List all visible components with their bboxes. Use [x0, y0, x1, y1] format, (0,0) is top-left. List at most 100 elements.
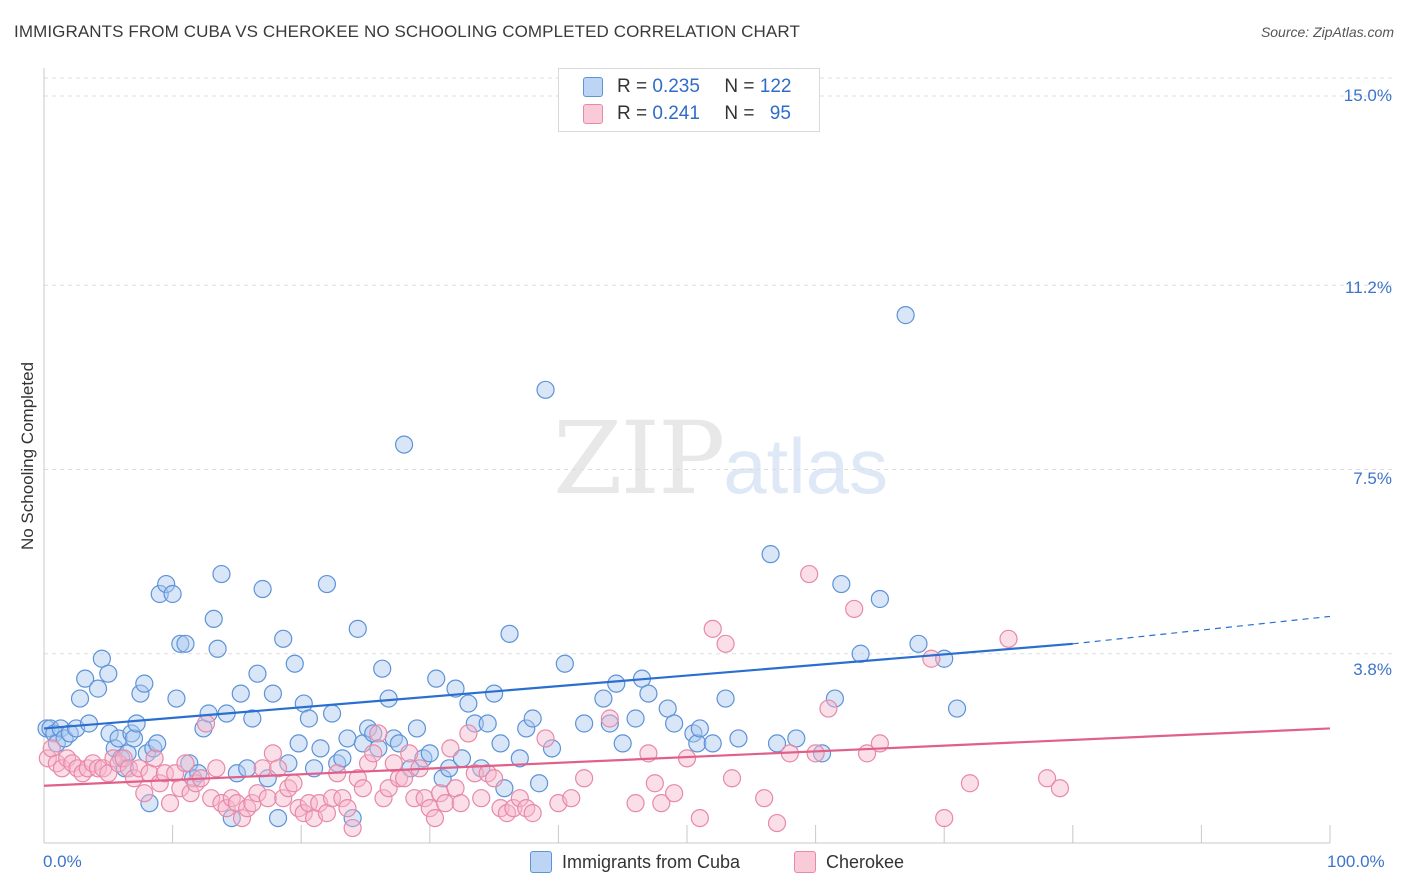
watermark-atlas: atlas: [723, 422, 889, 510]
data-point: [729, 729, 748, 748]
data-point: [523, 804, 542, 823]
data-point: [405, 789, 424, 808]
data-point: [353, 779, 373, 798]
data-point: [400, 744, 419, 763]
data-point: [333, 789, 352, 808]
data-point: [119, 759, 138, 778]
legend-n-label: N =: [724, 76, 760, 97]
trend-line-cuba: [43, 642, 1073, 730]
correlation-legend: R = 0.235 N = 122 R = 0.241 N = 95: [558, 68, 820, 132]
data-point: [896, 306, 915, 325]
data-point: [338, 799, 357, 818]
data-point: [176, 634, 195, 653]
legend-n-label: N =: [724, 103, 760, 124]
legend-r-label: R =: [617, 76, 653, 97]
data-point: [690, 808, 709, 828]
data-point: [575, 714, 594, 733]
data-point: [202, 789, 221, 808]
data-point: [232, 808, 252, 828]
data-point: [124, 729, 144, 748]
data-point: [238, 799, 257, 818]
data-point: [160, 794, 180, 813]
data-point: [135, 784, 154, 803]
data-point: [761, 545, 780, 564]
data-point: [504, 799, 523, 818]
data-point: [909, 634, 928, 653]
data-point: [322, 789, 342, 808]
data-point: [92, 649, 111, 668]
data-point: [510, 749, 529, 768]
data-point: [922, 649, 941, 668]
legend-swatch-blue: [583, 77, 603, 97]
data-point: [76, 669, 95, 688]
data-point: [555, 654, 574, 673]
data-point: [394, 435, 414, 454]
legend-label: Cherokee: [826, 851, 905, 872]
data-point: [127, 714, 146, 733]
data-point: [767, 813, 787, 833]
data-point: [478, 714, 497, 733]
bottom-legend-cherokee[interactable]: Cherokee: [794, 851, 904, 873]
data-point: [150, 584, 169, 604]
data-point: [217, 799, 236, 818]
x-tick-label-max: 100.0%: [1327, 852, 1385, 871]
data-point: [491, 734, 510, 753]
y-axis-label: No Schooling Completed: [18, 361, 37, 551]
data-point: [268, 759, 288, 778]
y-tick-label: 15.0%: [1343, 86, 1392, 105]
data-point: [652, 794, 671, 813]
x-tick-label-min: 0.0%: [43, 852, 82, 871]
data-point: [78, 759, 97, 778]
data-point: [222, 789, 241, 808]
data-point: [343, 808, 362, 828]
data-point: [47, 754, 66, 773]
data-point: [688, 734, 707, 753]
data-point: [472, 789, 491, 808]
data-point: [180, 754, 199, 773]
data-point: [369, 724, 388, 743]
data-point: [562, 789, 581, 808]
data-point: [500, 624, 519, 643]
data-point: [703, 734, 722, 753]
data-point: [639, 684, 658, 703]
data-point: [274, 789, 293, 808]
data-point: [665, 714, 684, 733]
data-point: [658, 699, 677, 718]
data-point: [88, 759, 108, 778]
data-point: [212, 794, 231, 813]
data-point: [135, 674, 154, 693]
data-point: [263, 684, 283, 703]
data-point: [451, 794, 470, 813]
data-point: [284, 774, 303, 793]
data-point: [446, 679, 465, 698]
data-point: [870, 589, 890, 609]
data-point: [999, 629, 1018, 648]
data-point: [465, 714, 484, 733]
data-point: [812, 744, 832, 763]
data-point: [420, 744, 439, 763]
data-point: [626, 709, 645, 728]
watermark-zip: ZIP: [553, 400, 725, 517]
data-point: [279, 779, 298, 798]
data-point: [208, 639, 227, 658]
bottom-legend-cuba[interactable]: Immigrants from Cuba: [530, 851, 740, 873]
watermark: ZIPatlas: [553, 400, 888, 517]
data-point: [109, 754, 128, 773]
data-point: [155, 764, 174, 783]
data-point: [607, 674, 626, 693]
source-label: Source: ZipAtlas.com: [1260, 24, 1394, 40]
data-point: [600, 714, 619, 733]
data-point: [374, 789, 393, 808]
data-point: [536, 729, 555, 748]
legend-row-cuba: R = 0.235 N = 122: [583, 74, 791, 100]
data-point: [947, 699, 967, 718]
data-point: [600, 709, 619, 728]
data-point: [243, 709, 262, 728]
data-point: [425, 808, 445, 828]
data-point: [485, 769, 504, 788]
data-point: [832, 574, 851, 594]
trend-line-cherokee: [43, 727, 1331, 787]
trend-line-cuba-extension: [1072, 615, 1331, 645]
data-point: [645, 774, 664, 793]
data-point: [99, 664, 118, 683]
